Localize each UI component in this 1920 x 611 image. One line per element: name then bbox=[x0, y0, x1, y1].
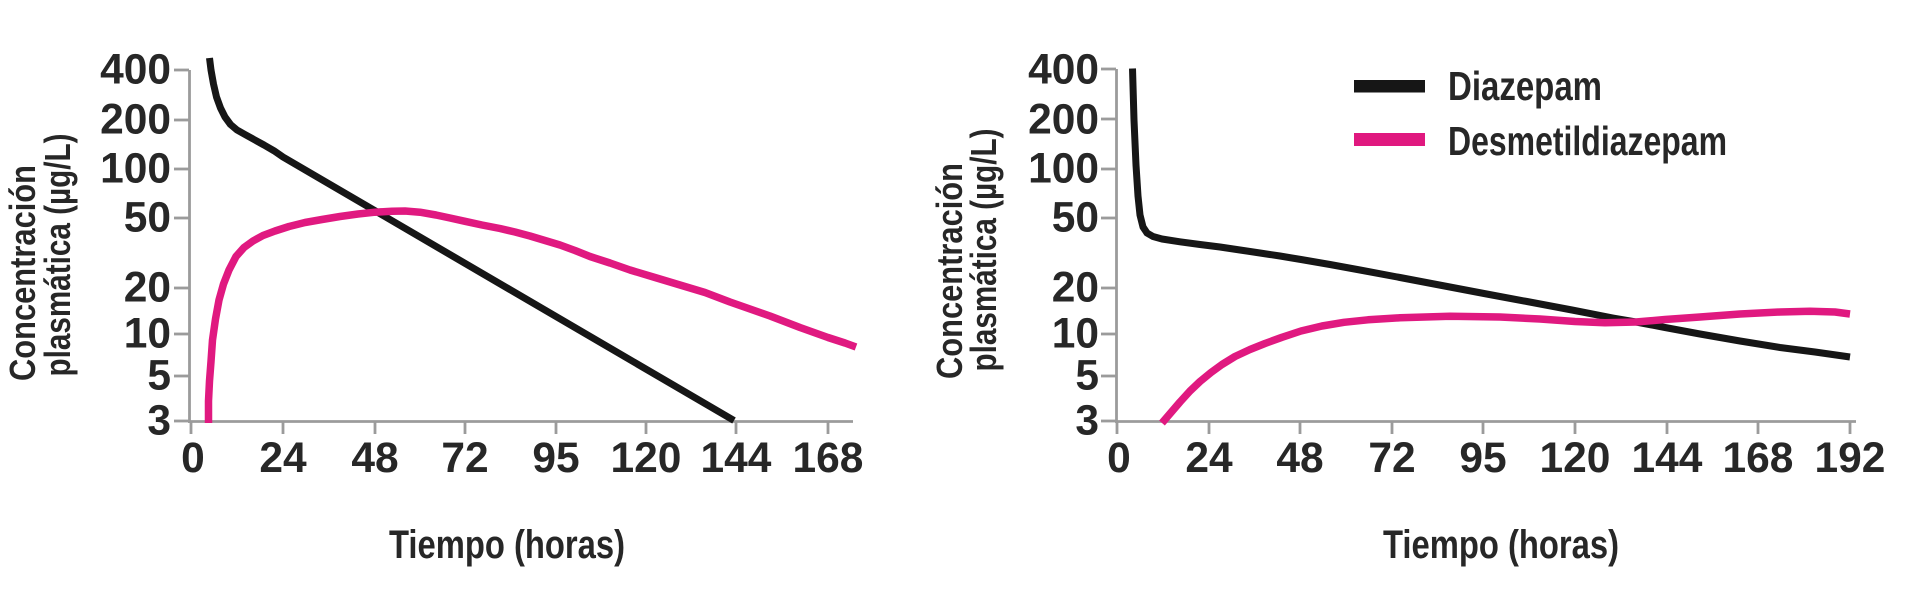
svg-text:144: 144 bbox=[1632, 435, 1703, 482]
svg-text:120: 120 bbox=[611, 435, 682, 482]
svg-text:100: 100 bbox=[100, 146, 171, 193]
svg-text:24: 24 bbox=[1185, 435, 1233, 482]
svg-text:120: 120 bbox=[1540, 435, 1611, 482]
svg-text:Tiempo (horas): Tiempo (horas) bbox=[1383, 523, 1619, 567]
svg-text:plasmática (µg/L): plasmática (µg/L) bbox=[963, 129, 1004, 372]
svg-text:0: 0 bbox=[181, 435, 205, 482]
svg-text:20: 20 bbox=[124, 265, 171, 312]
svg-text:72: 72 bbox=[441, 435, 488, 482]
svg-text:Desmetildiazepam: Desmetildiazepam bbox=[1448, 118, 1727, 164]
svg-text:168: 168 bbox=[1723, 435, 1794, 482]
svg-text:50: 50 bbox=[1052, 195, 1099, 242]
svg-text:10: 10 bbox=[124, 311, 171, 358]
svg-text:48: 48 bbox=[351, 435, 398, 482]
svg-text:400: 400 bbox=[1028, 47, 1099, 94]
svg-text:400: 400 bbox=[100, 47, 171, 94]
svg-text:0: 0 bbox=[1107, 435, 1131, 482]
svg-text:plasmática (µg/L): plasmática (µg/L) bbox=[37, 134, 78, 377]
svg-text:200: 200 bbox=[100, 97, 171, 144]
svg-text:20: 20 bbox=[1052, 265, 1099, 312]
svg-text:144: 144 bbox=[701, 435, 772, 482]
svg-text:192: 192 bbox=[1815, 435, 1886, 482]
svg-text:168: 168 bbox=[793, 435, 864, 482]
svg-text:50: 50 bbox=[124, 195, 171, 242]
svg-text:Concentración: Concentración bbox=[929, 163, 970, 379]
svg-text:3: 3 bbox=[147, 398, 171, 445]
svg-text:Tiempo (horas): Tiempo (horas) bbox=[389, 523, 625, 567]
svg-text:48: 48 bbox=[1276, 435, 1323, 482]
svg-text:Diazepam: Diazepam bbox=[1448, 63, 1602, 109]
svg-text:95: 95 bbox=[532, 435, 579, 482]
svg-text:72: 72 bbox=[1368, 435, 1415, 482]
svg-text:3: 3 bbox=[1075, 398, 1099, 445]
svg-text:24: 24 bbox=[259, 435, 307, 482]
svg-text:5: 5 bbox=[147, 353, 171, 400]
svg-text:10: 10 bbox=[1052, 311, 1099, 358]
svg-text:95: 95 bbox=[1459, 435, 1506, 482]
svg-text:200: 200 bbox=[1028, 97, 1099, 144]
svg-text:5: 5 bbox=[1075, 353, 1099, 400]
svg-text:100: 100 bbox=[1028, 146, 1099, 193]
svg-text:Concentración: Concentración bbox=[2, 165, 43, 381]
